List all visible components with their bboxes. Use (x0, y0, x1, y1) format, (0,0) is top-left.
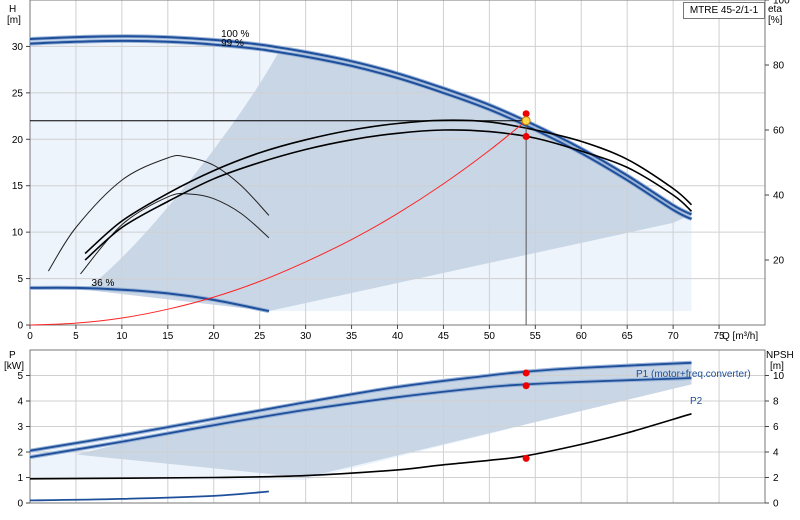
eta-upper-line (84, 119, 693, 255)
eta-tick-label: 20 (773, 256, 785, 267)
y-axis-unit-h: [m] (7, 15, 21, 26)
head-99-line (29, 39, 692, 221)
p-low-line (29, 490, 269, 502)
x-tick-label: 65 (622, 331, 634, 342)
y-axis-unit-p: [kW] (4, 361, 24, 372)
operating-point (521, 116, 531, 126)
x-tick-label: 0 (27, 331, 33, 342)
p-tick-label: 2 (17, 448, 23, 459)
head-36-line (29, 286, 270, 313)
npsh-line (29, 413, 692, 480)
system-curve-line (29, 120, 527, 326)
x-axis-label: Q [m³/h] (722, 331, 758, 342)
annotation-99: 99 % (221, 38, 244, 49)
y-tick-label: 10 (12, 228, 24, 239)
x-tick-label: 15 (162, 331, 174, 342)
y-axis-label-eta: eta (768, 4, 782, 15)
npsh-tick-label: 2 (773, 473, 779, 484)
eta-tick-label: 80 (773, 61, 785, 72)
x-tick-label: 55 (530, 331, 542, 342)
x-tick-label: 50 (484, 331, 496, 342)
eta-tick-label: 100 (773, 0, 790, 7)
y-axis-unit-npsh: [m] (770, 361, 784, 372)
p-tick-label: 3 (17, 422, 23, 433)
npsh-point (522, 454, 530, 462)
x-tick-label: 30 (300, 331, 312, 342)
y-tick-label: 30 (12, 42, 24, 53)
y-tick-label: 25 (12, 88, 24, 99)
p-tick-label: 1 (17, 473, 23, 484)
eta-lower-line (84, 129, 693, 261)
x-tick-label: 25 (254, 331, 266, 342)
y-tick-label: 20 (12, 135, 24, 146)
p-tick-label: 0 (17, 499, 23, 510)
eta-tick-label: 40 (773, 191, 785, 202)
eta-lower-point (522, 133, 530, 140)
eta-tick-label: 60 (773, 126, 785, 137)
y-axis-label-p: P (9, 350, 16, 361)
npsh-tick-label: 0 (773, 499, 779, 510)
p2-point (522, 382, 530, 390)
efficiency-region-fill (85, 52, 692, 312)
npsh-tick-label: 6 (773, 422, 779, 433)
head-100-line (29, 35, 692, 216)
annotation-36: 36 % (92, 278, 115, 289)
thin-curve (47, 154, 270, 272)
p1-series-label: P1 (motor+freq.converter) (636, 369, 751, 380)
x-tick-label: 20 (208, 331, 220, 342)
x-tick-label: 75 (714, 331, 726, 342)
head-efficiency-panel: 100 %99 %36 %051015202530H[m]20406080100… (7, 0, 790, 342)
x-tick-label: 40 (392, 331, 404, 342)
x-tick-label: 5 (73, 331, 79, 342)
power-line (29, 361, 692, 452)
power-line (29, 377, 692, 458)
y-tick-label: 15 (12, 181, 24, 192)
y-axis-label-npsh: NPSH (766, 350, 794, 361)
p-tick-label: 4 (17, 397, 23, 408)
power-npsh-panel: P1 (motor+freq.converter) P2 0 1 2 3 4 5P[kW] 0 2… (4, 349, 794, 510)
npsh-tick-label: 8 (773, 397, 779, 408)
p1-point (522, 369, 530, 377)
eta-upper-point (522, 110, 530, 118)
y-tick-label: 5 (17, 274, 23, 285)
npsh-tick-label: 4 (773, 448, 779, 459)
x-tick-label: 35 (346, 331, 358, 342)
x-tick-label: 45 (438, 331, 450, 342)
npsh-tick-label: 10 (773, 371, 785, 382)
p-tick-label: 5 (17, 371, 23, 382)
y-axis-label-h: H (9, 4, 16, 15)
pump-model-label: MTRE 45-2/1-1 (683, 2, 765, 19)
thin-curve (80, 192, 270, 275)
x-tick-label: 70 (668, 331, 680, 342)
x-tick-label: 60 (576, 331, 588, 342)
annotation-100: 100 % (221, 29, 249, 40)
y-axis-unit-eta: [%] (768, 15, 783, 26)
p2-series-label: P2 (690, 396, 703, 407)
y-tick-label: 0 (17, 321, 23, 332)
x-tick-label: 10 (116, 331, 128, 342)
power-region-fill (75, 362, 692, 478)
